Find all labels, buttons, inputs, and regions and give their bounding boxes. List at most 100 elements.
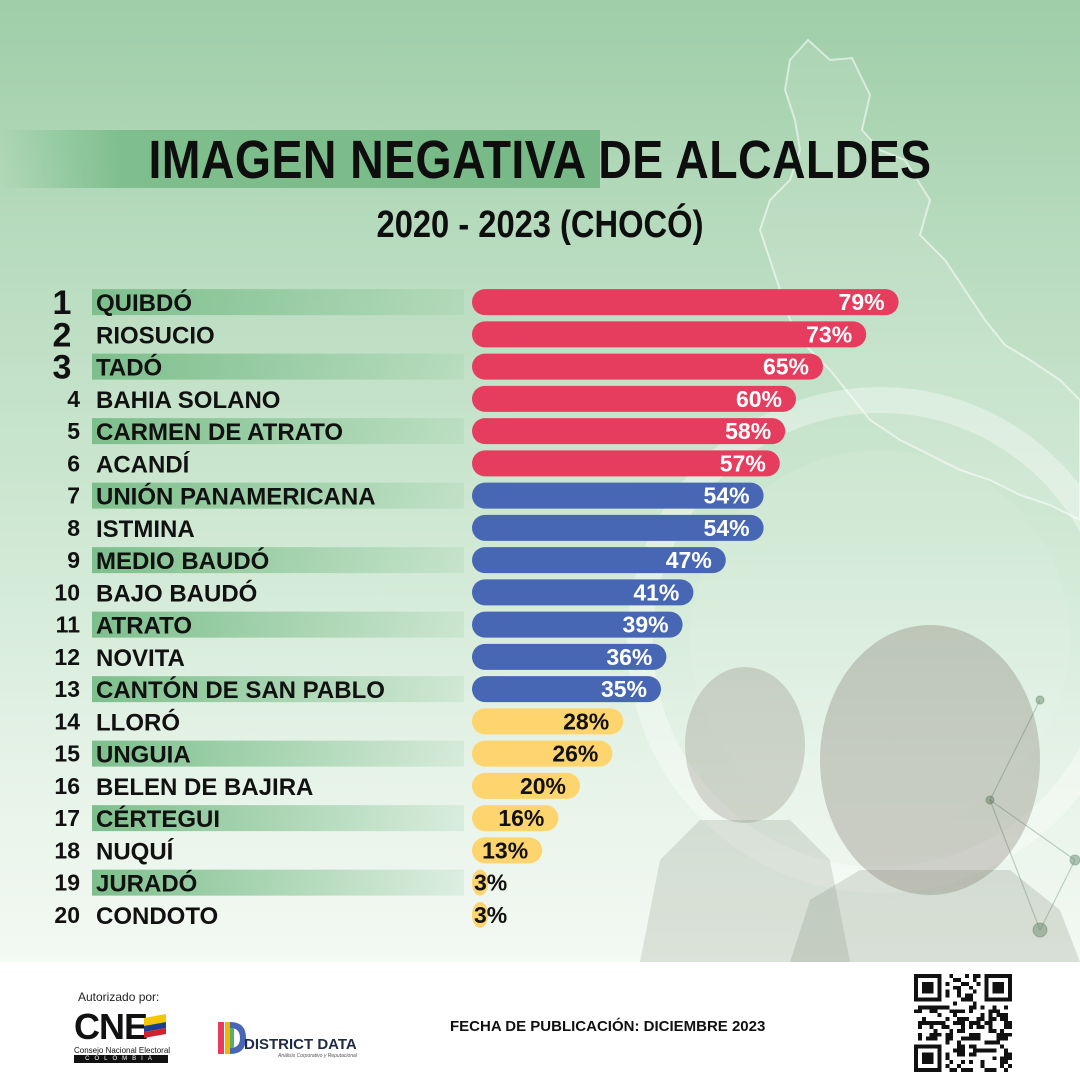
chart-row: 18 NUQUÍ 13% bbox=[54, 837, 543, 865]
bar bbox=[472, 418, 786, 445]
chart-row: 17 CÉRTEGUI 16% bbox=[54, 805, 559, 833]
rank-label: 2 bbox=[53, 316, 72, 354]
rank-label: 7 bbox=[67, 483, 80, 509]
district-data-logo: DISTRICT DATA Análisis Corporativo y Rep… bbox=[216, 1018, 357, 1064]
mayor-photo-left bbox=[640, 667, 850, 962]
value-label: 47% bbox=[666, 547, 712, 573]
district-data-name: DISTRICT DATA bbox=[244, 1036, 357, 1053]
bar bbox=[472, 772, 580, 799]
watermark-seal-center bbox=[690, 450, 1070, 830]
bar bbox=[472, 385, 796, 412]
rank-label: 5 bbox=[67, 418, 80, 444]
cne-logo: CNE Consejo Nacional Electoral COLOMBIA bbox=[74, 1009, 171, 1063]
row-highlight-band bbox=[92, 869, 464, 896]
value-label: 54% bbox=[704, 515, 750, 541]
category-label: CONDOTO bbox=[96, 903, 218, 930]
bar bbox=[472, 321, 867, 348]
qr-code-icon[interactable] bbox=[914, 974, 1012, 1072]
chart-row: 10 BAJO BAUDÓ 41% bbox=[54, 579, 694, 607]
category-label: MEDIO BAUDÓ bbox=[96, 547, 269, 575]
chart-row: 9 MEDIO BAUDÓ 47% bbox=[67, 547, 726, 575]
row-highlight-band bbox=[92, 289, 464, 316]
chart-row: 16 BELEN DE BAJIRA 20% bbox=[54, 772, 580, 801]
rank-label: 8 bbox=[67, 515, 80, 541]
page-title: IMAGEN NEGATIVA DE ALCALDES bbox=[148, 130, 932, 190]
category-label: QUIBDÓ bbox=[96, 289, 192, 317]
chart-row: 8 ISTMINA 54% bbox=[67, 514, 764, 543]
bar bbox=[472, 901, 489, 928]
value-label: 28% bbox=[563, 708, 609, 734]
row-highlight-band bbox=[92, 547, 464, 574]
chart-row: 2 RIOSUCIO 73% bbox=[53, 316, 867, 354]
chart-row: 12 NOVITA 36% bbox=[54, 643, 667, 672]
value-label: 36% bbox=[606, 644, 652, 670]
rank-label: 16 bbox=[54, 773, 80, 799]
category-label: CARMEN DE ATRATO bbox=[96, 419, 343, 446]
bar bbox=[472, 514, 764, 541]
value-label: 3% bbox=[474, 902, 507, 928]
category-label: NOVITA bbox=[96, 645, 185, 672]
category-label: CANTÓN DE SAN PABLO bbox=[96, 676, 385, 704]
rank-label: 20 bbox=[54, 902, 80, 928]
bar bbox=[472, 805, 559, 832]
bar bbox=[472, 708, 624, 735]
chart-row: 20 CONDOTO 3% bbox=[54, 901, 507, 930]
row-highlight-band bbox=[92, 482, 464, 509]
chart-row: 15 UNGUIA 26% bbox=[54, 740, 613, 769]
row-highlight-band bbox=[92, 353, 464, 380]
bar bbox=[472, 837, 543, 864]
bar bbox=[472, 353, 823, 380]
chart-row: 13 CANTÓN DE SAN PABLO 35% bbox=[54, 676, 661, 704]
category-label: RIOSUCIO bbox=[96, 322, 215, 349]
bar bbox=[472, 579, 694, 606]
category-label: LLORÓ bbox=[96, 708, 180, 736]
title-block: IMAGEN NEGATIVA DE ALCALDES bbox=[0, 128, 1080, 192]
row-highlight-band bbox=[92, 418, 464, 445]
bar bbox=[472, 611, 683, 638]
category-label: ATRATO bbox=[96, 613, 192, 640]
chart-row: 4 BAHIA SOLANO 60% bbox=[67, 385, 796, 414]
category-label: BAHIA SOLANO bbox=[96, 387, 280, 414]
district-data-tagline: Análisis Corporativo y Reputacional bbox=[278, 1053, 357, 1059]
value-label: 73% bbox=[806, 321, 852, 347]
row-highlight-band bbox=[92, 805, 464, 832]
rank-label: 1 bbox=[53, 284, 72, 322]
rank-label: 13 bbox=[54, 676, 80, 702]
value-label: 13% bbox=[482, 837, 528, 863]
value-label: 54% bbox=[704, 483, 750, 509]
value-label: 60% bbox=[736, 386, 782, 412]
rank-label: 19 bbox=[54, 870, 80, 896]
rank-label: 12 bbox=[54, 644, 80, 670]
row-highlight-band bbox=[92, 676, 464, 703]
value-label: 16% bbox=[498, 805, 544, 831]
bar-chart: 1 QUIBDÓ 79%2 RIOSUCIO 73%3 TADÓ 65%4 BAHIA SOL… bbox=[53, 284, 899, 930]
category-label: ACANDÍ bbox=[96, 450, 191, 478]
bar bbox=[472, 869, 489, 896]
colombia-flag-icon bbox=[144, 1014, 166, 1038]
chart-row: 19 JURADÓ 3% bbox=[54, 869, 507, 898]
chart-row: 6 ACANDÍ 57% bbox=[67, 450, 780, 478]
value-label: 35% bbox=[601, 676, 647, 702]
rank-label: 4 bbox=[67, 386, 80, 412]
network-nodes-decoration bbox=[985, 695, 1080, 938]
value-label: 20% bbox=[520, 773, 566, 799]
cne-full-name: Consejo Nacional Electoral bbox=[74, 1046, 171, 1055]
category-label: TADÓ bbox=[96, 354, 162, 382]
rank-label: 17 bbox=[54, 805, 80, 831]
publication-date: FECHA DE PUBLICACIÓN: DICIEMBRE 2023 bbox=[450, 1018, 766, 1035]
rank-label: 15 bbox=[54, 741, 80, 767]
value-label: 65% bbox=[763, 354, 809, 380]
chart-row: 7 UNIÓN PANAMERICANA 54% bbox=[67, 482, 764, 511]
footer: Autorizado por: CNE Consejo Nacional Ele… bbox=[0, 962, 1080, 1080]
value-label: 58% bbox=[725, 418, 771, 444]
chart-row: 14 LLORÓ 28% bbox=[54, 708, 624, 736]
value-label: 57% bbox=[720, 450, 766, 476]
category-label: NUQUÍ bbox=[96, 837, 175, 865]
value-label: 26% bbox=[552, 741, 598, 767]
value-label: 39% bbox=[623, 612, 669, 638]
category-label: ISTMINA bbox=[96, 516, 195, 543]
chart-row: 3 TADÓ 65% bbox=[53, 349, 823, 387]
chart-row: 1 QUIBDÓ 79% bbox=[53, 284, 899, 322]
rank-label: 10 bbox=[54, 579, 80, 605]
row-highlight-band bbox=[92, 740, 464, 767]
